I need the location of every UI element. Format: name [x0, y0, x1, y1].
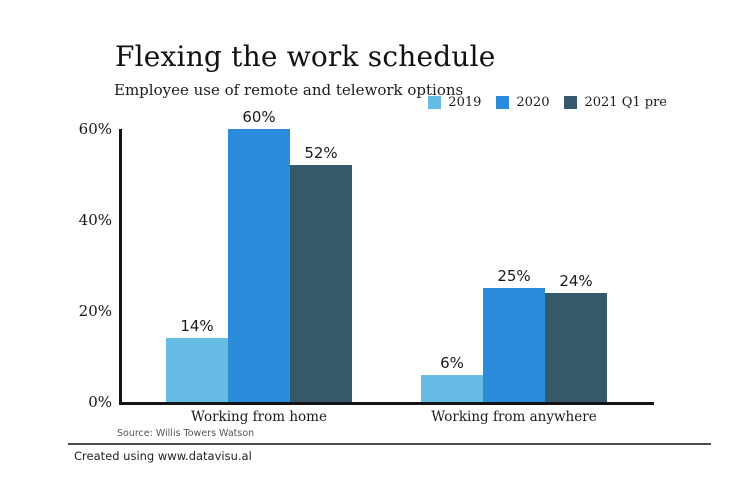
bar-2021-q1-pre-working-from-home: 52% — [290, 144, 352, 402]
bar-value-label: 60% — [242, 108, 276, 126]
bar-value-label: 25% — [497, 267, 531, 286]
category-label-working-from-home: Working from home — [191, 409, 327, 425]
legend-label: 2021 Q1 pre — [584, 95, 667, 110]
legend-label: 2019 — [448, 95, 482, 110]
bar-2019-working-from-anywhere: 6% — [421, 354, 483, 402]
y-axis-tick-label-0: 0% — [88, 393, 112, 411]
footer-divider — [68, 443, 711, 445]
bar-value-label: 6% — [440, 353, 464, 372]
y-axis-tick-label-60: 60% — [78, 120, 112, 138]
chart-legend: 2019 2020 2021 Q1 pre — [428, 95, 667, 110]
bar-2019-working-from-home: 14% — [166, 317, 228, 402]
bar-value-label: 14% — [180, 317, 214, 336]
legend-item-2021-q1-pre: 2021 Q1 pre — [564, 95, 667, 110]
legend-swatch-icon — [496, 96, 510, 109]
bar-group-working-from-home: 14% 60% 52% — [166, 108, 352, 402]
legend-item-2019: 2019 — [428, 95, 481, 110]
chart-title: Flexing the work schedule — [115, 40, 496, 73]
bar-value-label: 52% — [304, 144, 338, 163]
bar-2020-working-from-anywhere: 25% — [483, 267, 545, 402]
y-axis-tick-label-20: 20% — [78, 302, 112, 320]
bar-value-label: 24% — [559, 271, 593, 290]
bar-group-working-from-anywhere: 6% 25% 24% — [421, 267, 607, 402]
legend-item-2020: 2020 — [496, 95, 549, 110]
legend-swatch-icon — [428, 96, 442, 109]
y-axis-tick-label-40: 40% — [78, 211, 112, 229]
bar-2021-q1-pre-working-from-anywhere: 24% — [545, 272, 607, 402]
chart-subtitle: Employee use of remote and telework opti… — [114, 81, 464, 99]
bar-2020-working-from-home: 60% — [228, 108, 290, 402]
source-note: Source: Willis Towers Watson — [117, 428, 255, 439]
attribution-text: Created using www.datavisu.al — [74, 449, 252, 463]
legend-label: 2020 — [516, 95, 550, 110]
legend-swatch-icon — [564, 96, 578, 109]
category-label-working-from-anywhere: Working from anywhere — [431, 409, 597, 425]
plot-area: 0% 20% 40% 60% 14% 60% 52% Working from home 6% 2… — [79, 108, 654, 425]
